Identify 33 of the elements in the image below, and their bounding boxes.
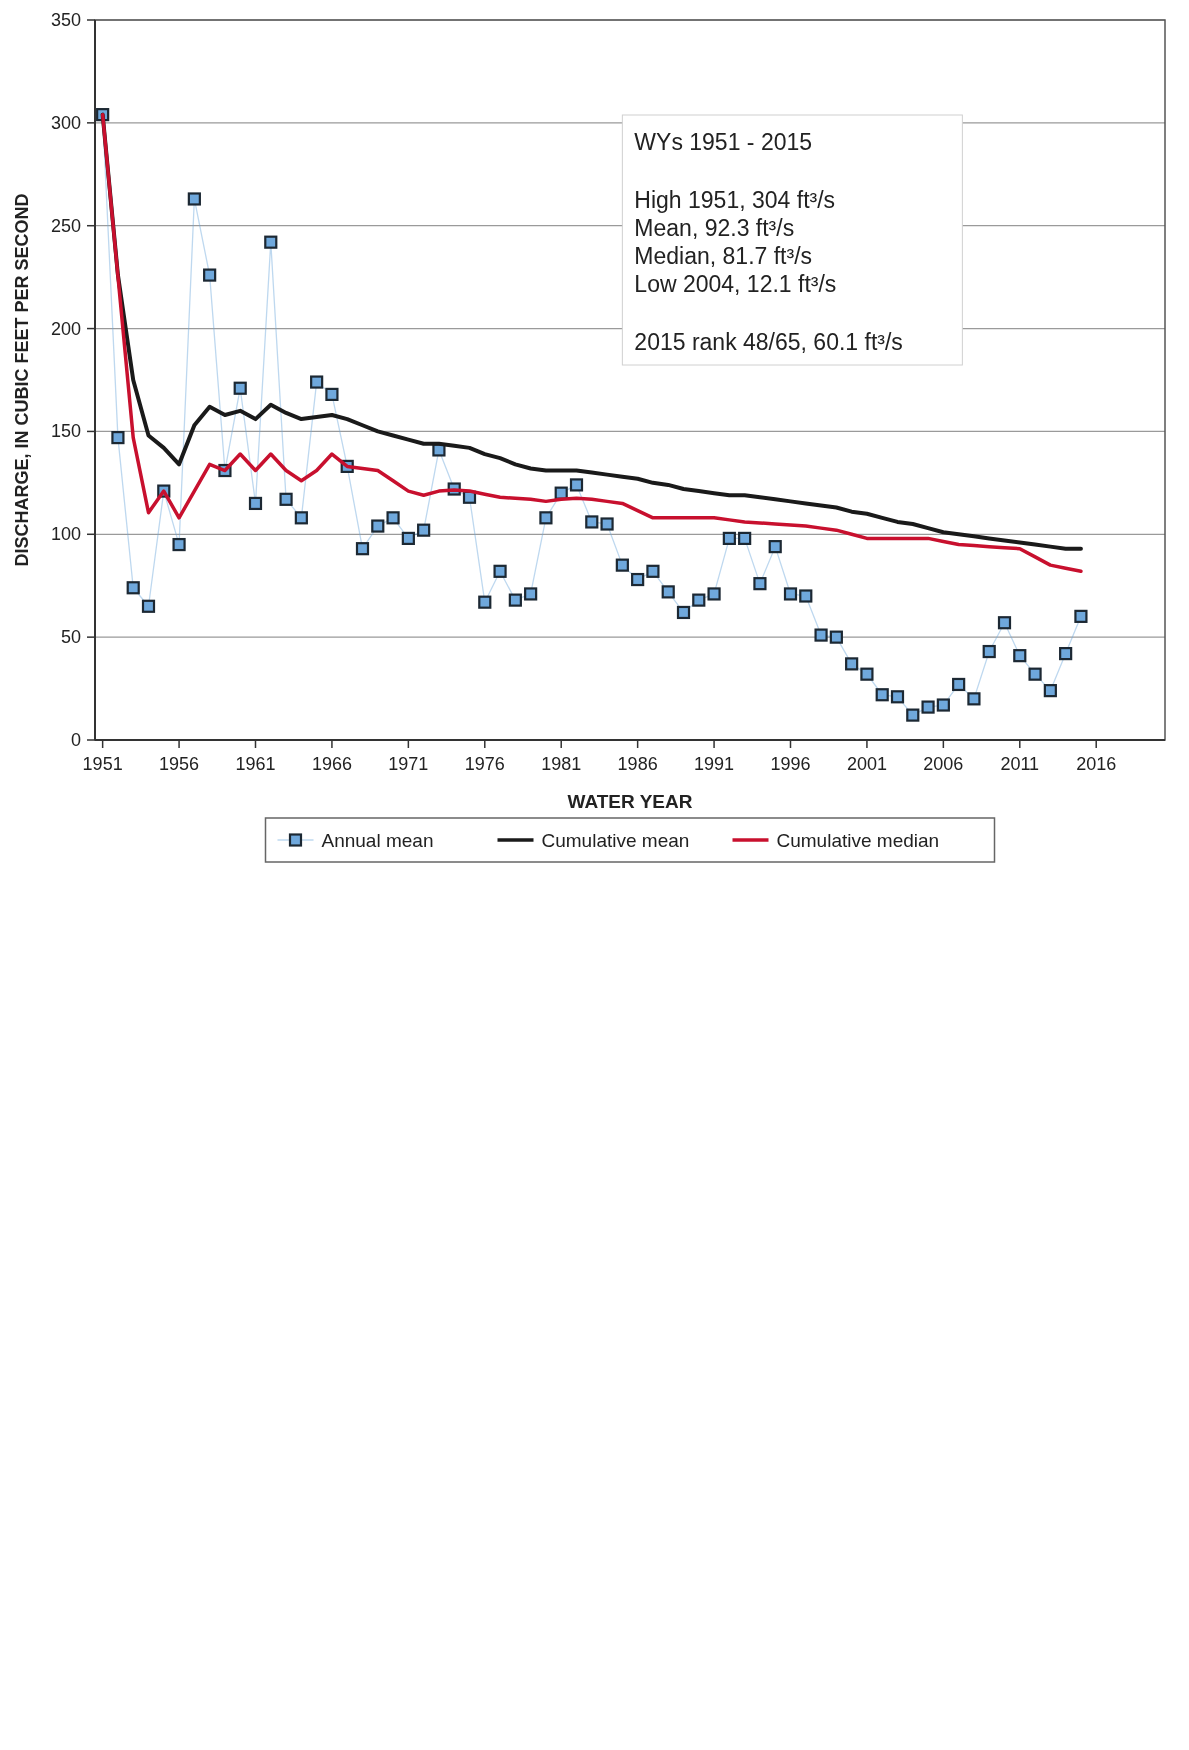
x-tick-label: 2006 (923, 754, 964, 774)
x-tick-label: 1996 (770, 754, 811, 774)
x-tick-label: 1991 (694, 754, 735, 774)
annotation: WYs 1951 - 2015 (634, 129, 813, 155)
x-tick-label: 1951 (82, 754, 123, 774)
legend-label: Cumulative mean (541, 830, 690, 851)
y-tick-label: 200 (50, 318, 81, 339)
x-tick-label: 1981 (541, 754, 582, 774)
y-tick-label: 50 (60, 627, 81, 648)
y-tick-label: 0 (70, 730, 81, 750)
x-tick-label: 1976 (464, 754, 505, 774)
y-tick-label: 300 (50, 112, 81, 133)
annotation: High 1951, 304 ft³/s (634, 187, 836, 213)
y-tick-label: 350 (50, 10, 81, 30)
y-tick-label: 150 (50, 421, 81, 442)
x-tick-label: 1971 (388, 754, 429, 774)
x-tick-label: 1966 (311, 754, 352, 774)
y-tick-label: 250 (50, 215, 81, 236)
y-tick-label: 100 (50, 524, 81, 545)
legend-label: Cumulative median (776, 830, 940, 851)
y-axis-title: DISCHARGE, IN CUBIC FEET PER SECOND (12, 193, 32, 567)
x-tick-label: 2001 (846, 754, 887, 774)
annotation: 2015 rank 48/65, 60.1 ft³/s (634, 329, 903, 355)
x-tick-label: 1986 (617, 754, 658, 774)
annotation: Mean, 92.3 ft³/s (634, 215, 795, 241)
x-tick-label: 2016 (1076, 754, 1117, 774)
legend-label: Annual mean (321, 830, 434, 851)
x-axis-title: WATER YEAR (567, 791, 693, 812)
x-tick-label: 1956 (159, 754, 200, 774)
x-tick-label: 2011 (1000, 754, 1040, 774)
annotation: Median, 81.7 ft³/s (634, 243, 813, 269)
x-tick-label: 1961 (235, 754, 276, 774)
annotation: Low 2004, 12.1 ft³/s (634, 271, 837, 297)
